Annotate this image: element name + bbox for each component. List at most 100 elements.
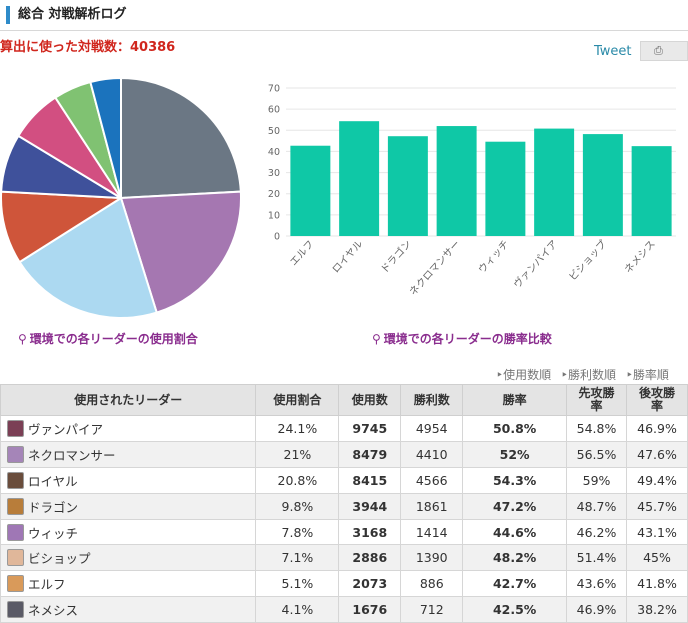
col-second-win-rate[interactable]: 後攻勝率 bbox=[626, 384, 688, 416]
col-usage-count[interactable]: 使用数 bbox=[338, 384, 402, 416]
leader-avatar-icon bbox=[7, 445, 24, 463]
bookmark-button[interactable]: ⎙ bbox=[640, 41, 688, 61]
win-rate-cell: 42.7% bbox=[462, 570, 568, 598]
win-rate-cell: 44.6% bbox=[462, 518, 568, 546]
second-win-rate-cell: 43.1% bbox=[626, 518, 688, 546]
first-win-rate-cell: 51.4% bbox=[566, 544, 627, 572]
x-tick-label: エルフ bbox=[288, 239, 316, 269]
leader-cell: ウィッチ bbox=[0, 518, 257, 546]
usage-count-cell: 3944 bbox=[338, 492, 402, 520]
bar[interactable]: ビショップ 48.2% bbox=[582, 134, 623, 236]
bookmark-icon: ⎙ bbox=[654, 44, 663, 57]
table-header-row: 使用されたリーダー 使用割合 使用数 勝利数 勝率 先攻勝率 後攻勝率 bbox=[0, 384, 688, 416]
usage-count-cell: 3168 bbox=[338, 518, 402, 546]
x-tick-label: ドラゴン bbox=[378, 237, 414, 275]
leader-avatar-icon bbox=[7, 575, 24, 593]
first-win-rate-cell: 59% bbox=[566, 466, 627, 494]
second-win-rate-cell: 45% bbox=[626, 544, 688, 572]
leader-cell: ドラゴン bbox=[0, 492, 257, 520]
x-tick-label: ウィッチ bbox=[476, 238, 512, 276]
leader-avatar-icon bbox=[7, 601, 24, 619]
y-tick-label: 0 bbox=[274, 232, 280, 243]
usage-share-cell: 7.8% bbox=[255, 518, 340, 546]
sort-by-usage-link[interactable]: ‣使用数順 bbox=[496, 368, 552, 382]
win-rate-cell: 52% bbox=[462, 440, 568, 468]
table-row: ウィッチ 7.8% 3168 1414 44.6% 46.2% 43.1% bbox=[0, 518, 688, 546]
usage-share-cell: 7.1% bbox=[255, 544, 340, 572]
wins-cell: 712 bbox=[400, 596, 464, 623]
pie-slice[interactable]: ネクロマンサー 21% bbox=[119, 190, 242, 314]
first-win-rate-cell: 43.6% bbox=[566, 570, 627, 598]
winrate-caption-text: 環境での各リーダーの勝率比較 bbox=[383, 332, 552, 346]
usage-share-cell: 4.1% bbox=[255, 596, 340, 623]
leader-cell: ビショップ bbox=[0, 544, 257, 572]
bar[interactable]: ヴァンパイア 50.8% bbox=[534, 128, 575, 236]
win-rate-cell: 42.5% bbox=[462, 596, 568, 623]
table-row: ドラゴン 9.8% 3944 1861 47.2% 48.7% 45.7% bbox=[0, 492, 688, 520]
pie-slice[interactable]: ドラゴン 9.8% bbox=[0, 190, 125, 264]
usage-count-cell: 2073 bbox=[338, 570, 402, 598]
usage-share-cell: 20.8% bbox=[255, 466, 340, 494]
leader-cell: ヴァンパイア bbox=[0, 415, 257, 442]
wins-cell: 4566 bbox=[400, 466, 464, 494]
usage-share-cell: 5.1% bbox=[255, 570, 340, 598]
bar[interactable]: ロイヤル 54.3% bbox=[339, 121, 380, 236]
pie-slice[interactable]: ロイヤル 20.8% bbox=[18, 196, 158, 319]
usage-count-cell: 2886 bbox=[338, 544, 402, 572]
pie-slice[interactable]: ネメシス 4.1% bbox=[89, 76, 122, 199]
winrate-caption[interactable]: ⚲ 環境での各リーダーの勝率比較 bbox=[372, 330, 552, 347]
title-bar: 総合 対戦解析ログ bbox=[0, 0, 688, 31]
table-row: ビショップ 7.1% 2886 1390 48.2% 51.4% 45% bbox=[0, 544, 688, 572]
leader-cell: エルフ bbox=[0, 570, 257, 598]
y-tick-label: 20 bbox=[268, 189, 280, 200]
bar[interactable]: ウィッチ 44.6% bbox=[485, 141, 526, 236]
usage-caption[interactable]: ⚲ 環境での各リーダーの使用割合 bbox=[18, 330, 198, 347]
sort-by-rate-link[interactable]: ‣勝率順 bbox=[625, 368, 669, 382]
title-accent bbox=[6, 6, 10, 24]
leader-avatar-icon bbox=[7, 497, 24, 515]
page-title: 総合 対戦解析ログ bbox=[18, 7, 127, 22]
win-rate-cell: 50.8% bbox=[462, 415, 568, 442]
x-tick-label: ヴァンパイア bbox=[511, 237, 561, 290]
table-row: ネクロマンサー 21% 8479 4410 52% 56.5% 47.6% bbox=[0, 440, 688, 468]
first-win-rate-cell: 54.8% bbox=[566, 415, 627, 442]
wins-cell: 886 bbox=[400, 570, 464, 598]
col-wins[interactable]: 勝利数 bbox=[400, 384, 464, 416]
first-win-rate-cell: 56.5% bbox=[566, 440, 627, 468]
second-win-rate-cell: 41.8% bbox=[626, 570, 688, 598]
leader-name: ネメシス bbox=[28, 603, 79, 619]
bar[interactable]: ネクロマンサー 52% bbox=[436, 126, 477, 236]
leader-name: ネクロマンサー bbox=[28, 447, 116, 463]
leader-avatar-icon bbox=[7, 549, 24, 567]
pie-slice[interactable]: ヴァンパイア 24.1% bbox=[120, 76, 242, 200]
table-row: ロイヤル 20.8% 8415 4566 54.3% 59% 49.4% bbox=[0, 466, 688, 494]
usage-count-cell: 1676 bbox=[338, 596, 402, 623]
win-rate-cell: 54.3% bbox=[462, 466, 568, 494]
map-pin-icon: ⚲ bbox=[18, 332, 27, 346]
usage-share-cell: 24.1% bbox=[255, 415, 340, 442]
total-battles-label: 算出に使った対戦数：40386 bbox=[0, 40, 176, 55]
second-win-rate-cell: 45.7% bbox=[626, 492, 688, 520]
tweet-link[interactable]: Tweet bbox=[594, 44, 632, 59]
wins-cell: 4954 bbox=[400, 415, 464, 442]
col-first-win-rate[interactable]: 先攻勝率 bbox=[566, 384, 627, 416]
x-tick-label: ビショップ bbox=[567, 238, 609, 283]
y-tick-label: 70 bbox=[268, 84, 280, 95]
sort-by-wins-link[interactable]: ‣勝利数順 bbox=[560, 368, 617, 382]
col-usage-share[interactable]: 使用割合 bbox=[255, 384, 340, 416]
bar[interactable]: エルフ 42.7% bbox=[290, 145, 331, 236]
leader-name: ヴァンパイア bbox=[28, 421, 104, 437]
leader-avatar-icon bbox=[7, 471, 24, 489]
y-tick-label: 10 bbox=[268, 210, 280, 221]
col-second-win-rate-label: 後攻勝率 bbox=[638, 386, 675, 413]
bar[interactable]: ドラゴン 47.2% bbox=[387, 136, 428, 236]
y-tick-label: 60 bbox=[268, 105, 280, 116]
wins-cell: 1414 bbox=[400, 518, 464, 546]
bar[interactable]: ネメシス 42.5% bbox=[631, 146, 672, 236]
x-tick-label: ネメシス bbox=[622, 238, 658, 276]
col-win-rate[interactable]: 勝率 bbox=[462, 384, 568, 416]
second-win-rate-cell: 38.2% bbox=[626, 596, 688, 623]
col-leader[interactable]: 使用されたリーダー bbox=[0, 384, 257, 416]
col-first-win-rate-label: 先攻勝率 bbox=[578, 386, 615, 413]
